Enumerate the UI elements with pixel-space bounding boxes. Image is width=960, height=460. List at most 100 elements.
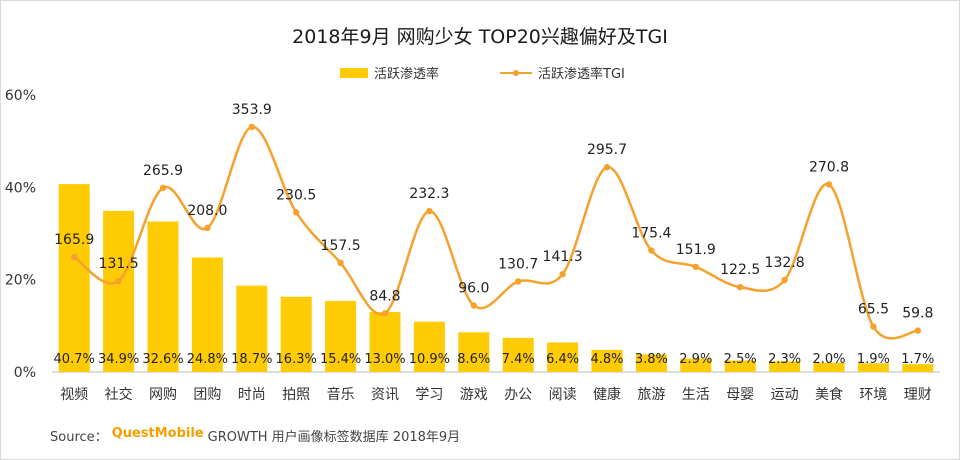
bar-data-label: 1.9%	[857, 352, 890, 367]
line-data-label: 132.8	[765, 255, 805, 271]
x-category-label: 社交	[105, 386, 133, 403]
y-tick-label: 40%	[5, 180, 36, 196]
bar-data-label: 6.4%	[546, 352, 579, 367]
line-data-label: 232.3	[409, 186, 449, 202]
line-data-label: 130.7	[498, 256, 538, 272]
x-category-label: 阅读	[549, 386, 577, 403]
line-data-label: 230.5	[276, 187, 316, 203]
bar	[724, 360, 756, 372]
legend-line-label: 活跃渗透率TGI	[538, 67, 625, 82]
bar	[547, 342, 579, 372]
line-data-label: 131.5	[99, 256, 139, 272]
bar	[103, 210, 135, 372]
x-category-label: 母婴	[726, 387, 754, 403]
x-category-label: 生活	[682, 387, 710, 403]
line-point	[781, 276, 788, 284]
x-category-label: 运动	[771, 387, 799, 403]
line-point	[737, 283, 744, 291]
legend-item-line: 活跃渗透率TGI	[500, 63, 625, 82]
legend-bar-label: 活跃渗透率	[374, 67, 440, 82]
bar	[325, 300, 357, 372]
legend-item-bar: 活跃渗透率	[340, 63, 439, 82]
bar	[458, 332, 490, 372]
line-point	[470, 302, 477, 309]
line-point	[825, 181, 833, 188]
source-brand: QuestMobile	[111, 426, 204, 441]
x-category-label: 环境	[859, 387, 887, 403]
bar-data-label: 34.9%	[98, 352, 139, 367]
bar	[280, 296, 312, 372]
bar	[147, 221, 179, 372]
bar	[369, 311, 401, 372]
bar-data-label: 3.8%	[635, 352, 668, 367]
line-point	[603, 164, 611, 171]
bar	[813, 362, 845, 372]
line-point	[115, 277, 122, 285]
bar	[902, 364, 934, 372]
bar-data-label: 10.9%	[409, 352, 450, 367]
bar-data-label: 1.7%	[901, 352, 934, 367]
bar-data-label: 4.8%	[590, 352, 623, 367]
bar	[191, 257, 223, 372]
bar	[857, 363, 889, 372]
x-category-label: 游戏	[460, 387, 488, 403]
bar-data-label: 40.7%	[54, 352, 95, 367]
bar	[635, 354, 667, 372]
x-category-label: 网购	[149, 387, 177, 403]
line-point	[337, 259, 344, 267]
bar	[680, 358, 712, 372]
x-category-label: 健康	[593, 386, 621, 403]
bar-data-label: 32.6%	[142, 352, 183, 367]
source-text: GROWTH 用户画像标签数据库 2018年9月	[207, 430, 461, 445]
line-data-label: 157.5	[321, 238, 361, 254]
chart-title: 2018年9月 网购少女 TOP20兴趣偏好及TGI	[292, 26, 668, 48]
line-data-label: 65.5	[858, 302, 889, 318]
line-data-label: 353.9	[232, 102, 272, 118]
bar-data-label: 16.3%	[276, 352, 317, 367]
bar	[413, 321, 445, 372]
line-point	[248, 123, 255, 131]
bar-data-label: 8.6%	[457, 352, 490, 367]
bar-data-label: 13.0%	[364, 352, 405, 367]
bar	[591, 349, 623, 372]
legend: 活跃渗透率 活跃渗透率TGI	[330, 63, 650, 83]
line-data-label: 270.8	[809, 159, 849, 175]
y-tick-label: 20%	[5, 273, 36, 289]
x-category-label: 拍照	[282, 387, 310, 403]
x-category-label: 团购	[193, 387, 221, 403]
bar-data-label: 2.5%	[724, 352, 757, 367]
line-point	[648, 247, 655, 254]
y-tick-label: 60%	[5, 88, 36, 104]
bar	[236, 285, 268, 372]
bar	[58, 184, 90, 372]
x-category-label: 视频	[60, 387, 88, 403]
line-point	[71, 253, 78, 261]
series-line-tgi	[73, 125, 918, 340]
line-data-label: 84.8	[369, 288, 400, 304]
y-tick-label: 0%	[14, 365, 36, 381]
line-data-label: 208.0	[187, 203, 227, 219]
line-point	[381, 310, 389, 317]
x-category-label: 理财	[904, 387, 932, 403]
bar-data-label: 2.3%	[768, 352, 801, 367]
bar-data-label: 18.7%	[231, 352, 272, 367]
x-category-label: 办公	[504, 387, 532, 403]
line-data-label: 122.5	[720, 262, 760, 278]
x-category-label: 音乐	[327, 386, 355, 403]
line-point	[159, 184, 167, 192]
line-data-label: 141.3	[543, 249, 583, 265]
source-note: Source： QuestMobile GROWTH 用户画像标签数据库 201…	[50, 426, 460, 445]
x-category-label: 美食	[815, 386, 843, 403]
source-prefix: Source：	[50, 430, 108, 445]
bar-data-label: 7.4%	[502, 352, 535, 367]
x-category-label: 学习	[415, 387, 443, 403]
line-point	[293, 209, 300, 216]
legend-bar-swatch	[340, 67, 368, 78]
line-point	[515, 278, 522, 285]
line-point	[204, 224, 211, 232]
line-data-label: 165.9	[54, 232, 94, 248]
x-category-label: 时尚	[238, 387, 266, 403]
line-point	[426, 207, 433, 215]
line-point	[870, 323, 877, 330]
